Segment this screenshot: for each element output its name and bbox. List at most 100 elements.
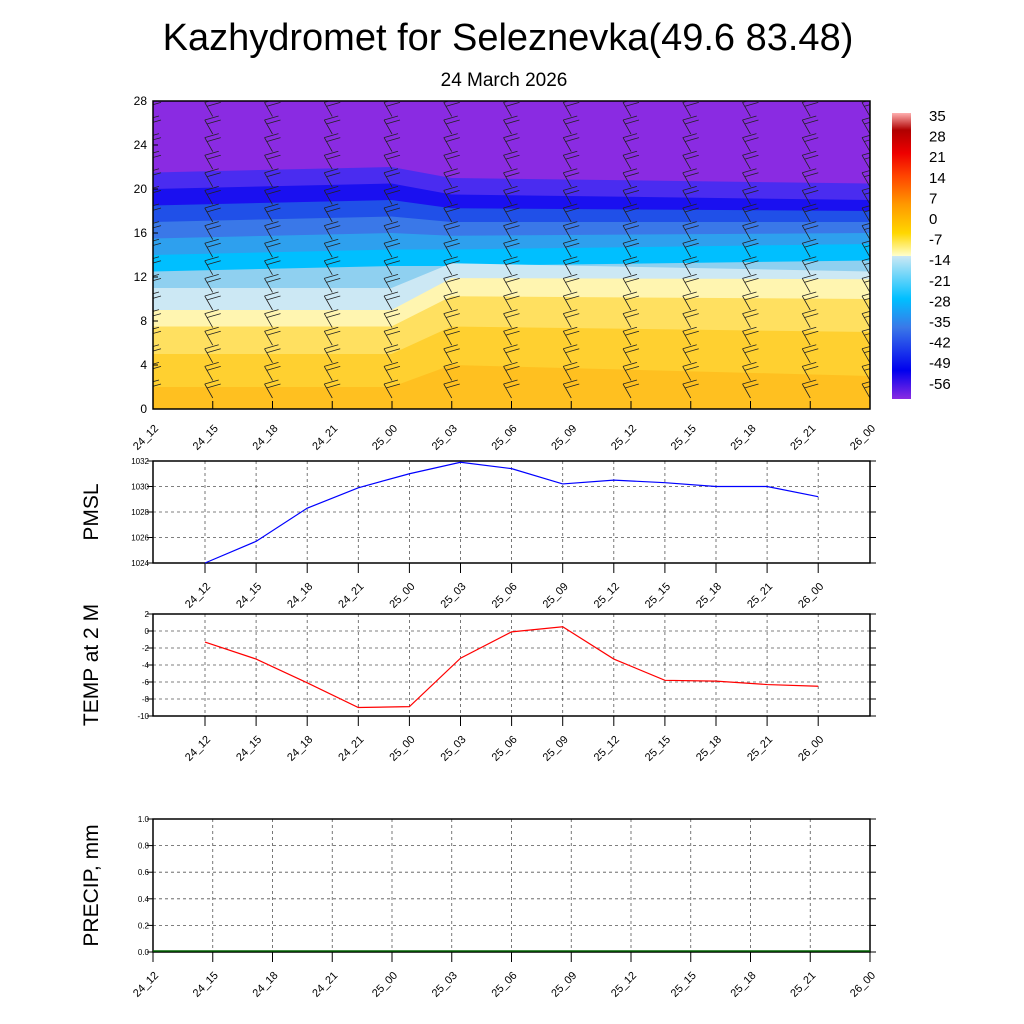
- wind-barb: [153, 203, 162, 222]
- wind-barb: [443, 203, 460, 223]
- x-tick-label: 25_15: [669, 423, 699, 453]
- wind-barb: [562, 326, 580, 346]
- wind-barb: [861, 381, 870, 399]
- x-tick-label: 25_03: [439, 581, 469, 611]
- wind-barb: [443, 168, 460, 187]
- wind-barb: [383, 150, 401, 170]
- wind-barb: [801, 150, 819, 170]
- wind-barb: [443, 221, 460, 240]
- wind-barb: [323, 133, 341, 152]
- y-tick-label: 1030: [131, 483, 149, 492]
- x-tick-label: 25_12: [609, 423, 639, 453]
- x-tick-label: 25_00: [387, 581, 417, 611]
- wind-barb: [383, 168, 401, 187]
- colorbar-label: -49: [929, 355, 951, 372]
- wind-barb: [861, 134, 870, 152]
- wind-barb: [562, 344, 580, 363]
- wind-barb: [682, 150, 699, 170]
- wind-barb: [204, 203, 221, 223]
- x-tick-label: 25_18: [729, 423, 759, 453]
- wind-barb: [383, 309, 401, 328]
- x-tick-label: 24_15: [191, 423, 221, 453]
- colorbar-label: -21: [929, 273, 951, 290]
- wind-barb: [622, 168, 640, 187]
- wind-barb: [264, 344, 281, 363]
- x-tick-label: 25_06: [490, 423, 520, 453]
- x-tick-label: 25_12: [592, 734, 622, 764]
- wind-barb: [801, 238, 819, 258]
- wind-barb: [562, 291, 580, 311]
- wind-barb: [801, 344, 819, 363]
- wind-barb: [742, 133, 759, 152]
- wind-barb: [622, 326, 640, 346]
- wind-barb: [801, 379, 819, 399]
- y-tick-label: 0.6: [138, 868, 150, 877]
- x-tick-label: 25_09: [541, 734, 571, 764]
- wind-barb: [204, 344, 221, 363]
- wind-barb: [153, 326, 162, 346]
- wind-barb: [443, 115, 460, 135]
- x-tick-label: 25_18: [694, 581, 724, 611]
- wind-barb: [861, 275, 870, 293]
- x-tick-label: 25_09: [541, 581, 571, 611]
- x-tick-label: 25_12: [609, 970, 639, 1000]
- x-tick-label: 25_03: [430, 970, 460, 1000]
- x-tick-label: 25_00: [370, 423, 400, 453]
- wind-barb: [562, 150, 580, 170]
- wind-barb: [801, 115, 819, 135]
- wind-barb: [622, 221, 640, 240]
- wind-barb: [323, 274, 341, 293]
- wind-barb: [204, 379, 221, 399]
- wind-barb: [204, 150, 221, 170]
- wind-barb: [443, 186, 460, 205]
- wind-barb: [264, 274, 281, 293]
- x-tick-label: 25_12: [592, 581, 622, 611]
- wind-barb: [383, 256, 401, 275]
- wind-barb: [682, 168, 699, 187]
- colorbar-label: -14: [929, 252, 951, 269]
- wind-barb: [562, 221, 580, 240]
- wind-barb: [682, 115, 699, 135]
- x-tick-label: 24_21: [310, 423, 340, 453]
- y-tick-label: -6: [142, 678, 150, 687]
- wind-barb: [562, 238, 580, 258]
- wind-barb: [742, 221, 759, 240]
- wind-barb: [801, 309, 819, 328]
- wind-barb: [742, 362, 759, 381]
- wind-barb: [153, 186, 162, 205]
- wind-barb: [503, 362, 520, 381]
- y-tick-label: 0.2: [138, 921, 150, 930]
- wind-barb: [383, 344, 401, 363]
- wind-barb: [204, 326, 221, 346]
- x-tick-label: 25_15: [669, 970, 699, 1000]
- wind-barb: [443, 309, 460, 328]
- wind-barb: [383, 115, 401, 135]
- wind-barb: [503, 344, 520, 363]
- colorbar-label: 35: [929, 108, 946, 125]
- x-tick-label: 25_21: [788, 970, 818, 1000]
- x-tick-label: 25_21: [745, 734, 775, 764]
- wind-barb: [682, 274, 699, 293]
- x-tick-label: 25_06: [490, 970, 520, 1000]
- wind-barb: [264, 238, 281, 258]
- x-tick-label: 24_12: [183, 581, 213, 611]
- y-tick-label: 0.8: [138, 842, 150, 851]
- wind-barb: [503, 221, 520, 240]
- y-tick-label: 0: [140, 402, 147, 416]
- x-tick-label: 25_09: [549, 423, 579, 453]
- wind-barb: [264, 203, 281, 223]
- wind-barb: [682, 256, 699, 275]
- wind-barb: [682, 238, 699, 258]
- wind-barb: [682, 309, 699, 328]
- wind-barb: [861, 187, 870, 205]
- y-tick-label: -2: [142, 644, 150, 653]
- wind-barb: [622, 256, 640, 275]
- wind-barb: [153, 150, 162, 170]
- x-tick-label: 24_21: [336, 581, 366, 611]
- wind-barb: [204, 115, 221, 135]
- y-tick-label: -4: [142, 661, 150, 670]
- wind-barb: [323, 150, 341, 170]
- wind-barb: [742, 168, 759, 187]
- wind-barb: [861, 310, 870, 328]
- wind-barb: [264, 133, 281, 152]
